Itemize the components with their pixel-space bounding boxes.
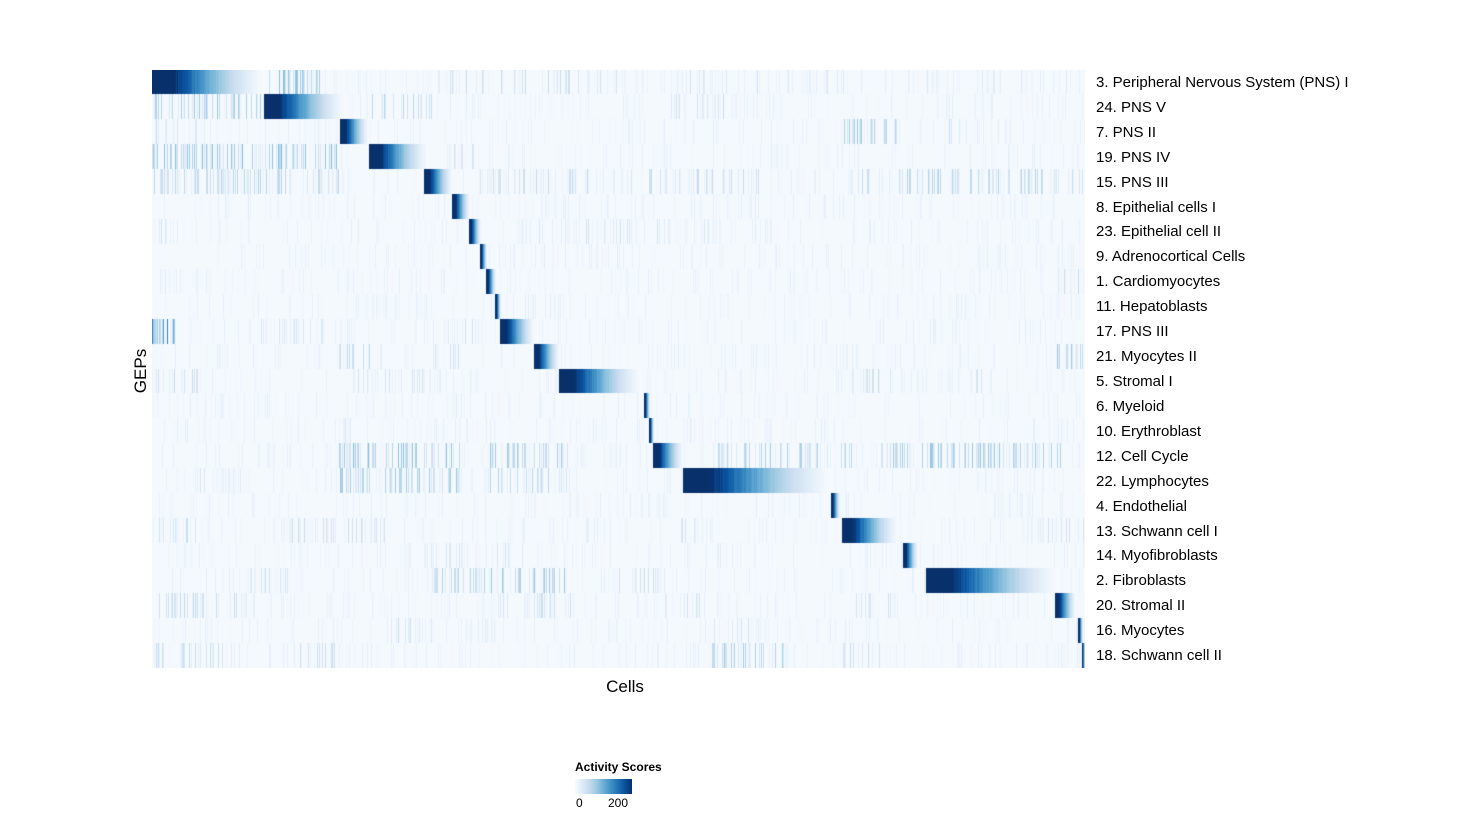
row-label: 9. Adrenocortical Cells bbox=[1096, 248, 1246, 266]
row-label: 24. PNS V bbox=[1096, 98, 1167, 116]
row-label: 6. Myeloid bbox=[1096, 397, 1165, 415]
row-label: 2. Fibroblasts bbox=[1096, 572, 1187, 590]
row-label: 1. Cardiomyocytes bbox=[1096, 273, 1221, 291]
row-label: 14. Myofibroblasts bbox=[1096, 547, 1218, 565]
legend-title: Activity Scores bbox=[575, 760, 662, 774]
row-label: 17. PNS III bbox=[1096, 323, 1169, 341]
x-axis-label: Cells bbox=[606, 677, 644, 696]
row-label: 8. Epithelial cells I bbox=[1096, 198, 1217, 216]
legend-ticks: 0 200 bbox=[575, 796, 632, 810]
row-label: 23. Epithelial cell II bbox=[1096, 223, 1222, 241]
row-label: 15. PNS III bbox=[1096, 173, 1169, 191]
heatmap-canvas bbox=[152, 70, 1085, 668]
row-label: 5. Stromal I bbox=[1096, 373, 1173, 391]
row-label: 3. Peripheral Nervous System (PNS) I bbox=[1096, 73, 1349, 91]
row-label: 22. Lymphocytes bbox=[1096, 472, 1209, 490]
legend-tick-min: 0 bbox=[576, 796, 583, 810]
legend-gradient-bar bbox=[575, 779, 632, 794]
row-labels: 3. Peripheral Nervous System (PNS) I 24. … bbox=[1096, 70, 1451, 668]
y-axis-label: GEPs bbox=[131, 348, 150, 394]
row-label: 20. Stromal II bbox=[1096, 597, 1186, 615]
row-label: 10. Erythroblast bbox=[1096, 422, 1202, 440]
row-label: 7. PNS II bbox=[1096, 123, 1157, 141]
row-label: 18. Schwann cell II bbox=[1096, 647, 1222, 665]
row-label: 4. Endothelial bbox=[1096, 497, 1187, 515]
colorbar-legend: Activity Scores 0 200 bbox=[575, 760, 695, 810]
row-label: 12. Cell Cycle bbox=[1096, 447, 1189, 465]
row-label: 13. Schwann cell I bbox=[1096, 522, 1218, 540]
legend-tick-max: 200 bbox=[607, 796, 629, 810]
row-label: 21. Myocytes II bbox=[1096, 348, 1197, 366]
row-label: 16. Myocytes bbox=[1096, 622, 1185, 640]
row-label: 19. PNS IV bbox=[1096, 148, 1171, 166]
row-label: 11. Hepatoblasts bbox=[1096, 298, 1208, 316]
